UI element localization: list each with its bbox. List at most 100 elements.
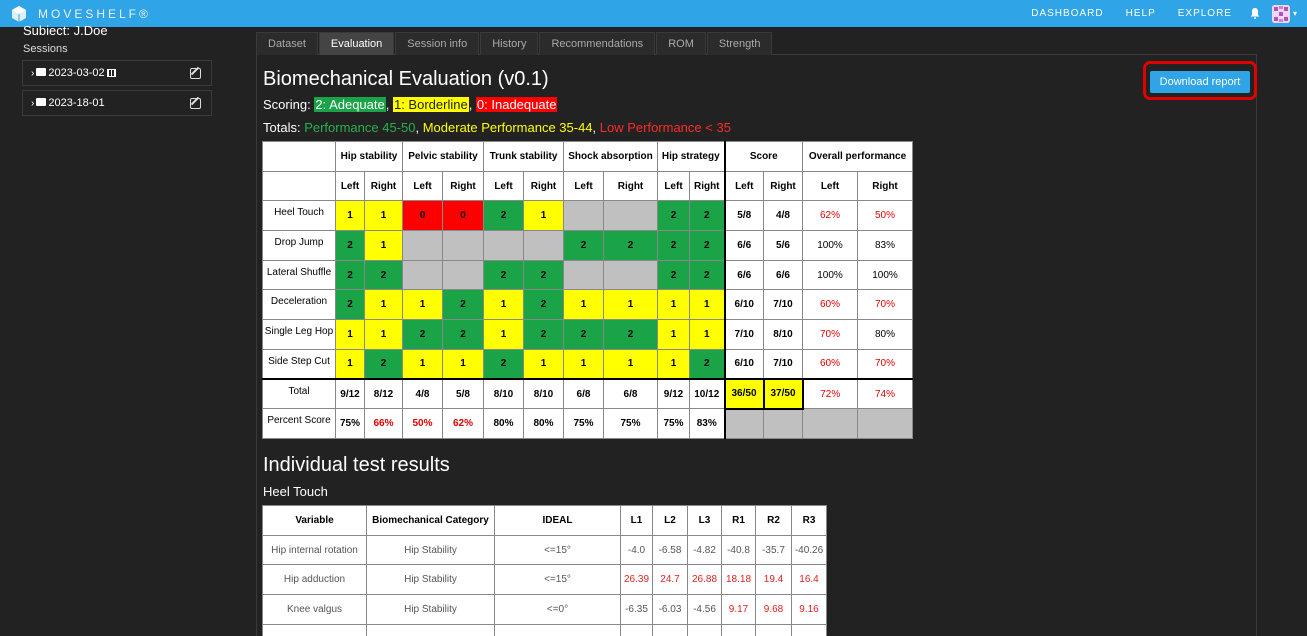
percent-cell: 75% (603, 408, 658, 439)
side-header-left: Left (402, 170, 443, 202)
score-cell (442, 259, 484, 291)
table-cell: -6.58 (652, 534, 688, 566)
score-cell: 1 (335, 319, 365, 350)
empty-cell (763, 408, 803, 439)
total-cell: 9/12 (657, 378, 690, 410)
column-header: L2 (652, 505, 688, 536)
score-cell: 2 (483, 348, 524, 380)
score-cell: 2 (442, 319, 484, 350)
test-title: Heel Touch (263, 484, 328, 499)
score-cell: 2 (483, 259, 524, 291)
session-item[interactable]: › 2023-03-02 (22, 60, 212, 86)
tab-strength[interactable]: Strength (706, 32, 773, 55)
column-header: R1 (721, 505, 756, 536)
individual-header-row: Variable Biomechanical Category IDEAL L1 L2 L… (262, 505, 827, 536)
scoring-label: Scoring: (263, 97, 311, 112)
chevron-right-icon[interactable]: › (31, 97, 35, 109)
tab-rom[interactable]: ROM (656, 32, 706, 55)
calendar-icon (106, 69, 116, 77)
table-cell: -6.35 (620, 594, 653, 625)
table-cell: -4.0 (620, 534, 653, 566)
total-cell: 8/10 (523, 378, 564, 410)
tab-history[interactable]: History (480, 32, 539, 55)
session-item[interactable]: › 2023-18-01 (22, 90, 212, 116)
score-total-cell: 6/10 (723, 289, 764, 321)
overall-cell: 70% (857, 289, 913, 321)
nav-dashboard[interactable]: DASHBOARD (1031, 8, 1104, 19)
chevron-down-icon[interactable]: ▾ (1292, 9, 1297, 18)
table-cell (687, 623, 722, 636)
table-cell: -6.03 (652, 594, 688, 625)
row-label: Total (262, 378, 336, 410)
table-cell: -35.7 (755, 534, 792, 566)
tab-evaluation[interactable]: Evaluation (318, 32, 395, 55)
chevron-right-icon[interactable]: › (31, 67, 35, 79)
score-cell: 2 (603, 319, 658, 350)
column-header: IDEAL (494, 505, 621, 536)
score-total-cell: 7/10 (763, 289, 803, 321)
edit-icon[interactable] (190, 68, 201, 79)
percent-cell: 62% (442, 408, 484, 439)
row-label: Lateral Shuffle (262, 259, 336, 291)
score-total-cell: 6/10 (723, 348, 764, 380)
group-header: Overall performance (802, 141, 913, 172)
download-report-button[interactable]: Download report (1150, 71, 1250, 93)
avatar[interactable] (1271, 4, 1290, 23)
score-total-cell: 7/10 (763, 348, 803, 380)
score-cell: 2 (523, 259, 564, 291)
bell-icon[interactable] (1250, 8, 1260, 19)
overall-cell: 74% (857, 378, 913, 410)
percent-cell: 75% (657, 408, 690, 439)
percent-cell: 75% (563, 408, 604, 439)
table-cell (721, 623, 756, 636)
score-cell: 2 (523, 319, 564, 350)
table-cell: -4.56 (687, 594, 722, 625)
brand[interactable]: MOVESHELF® (12, 5, 151, 22)
table-cell (755, 623, 792, 636)
tab-recommendations[interactable]: Recommendations (539, 32, 656, 55)
side-header-left: Left (563, 170, 604, 202)
score-cell: 2 (335, 230, 365, 261)
table-cell (791, 623, 827, 636)
table-row: Single Leg Hop 1 1 2 2 1 2 2 2 1 1 7/10 8/10 70% 80% (262, 319, 913, 350)
table-cell (652, 623, 688, 636)
subject-name: Subject: J.Doe (23, 23, 108, 35)
score-cell: 2 (563, 319, 604, 350)
table-cell: 9.68 (755, 594, 792, 625)
percent-cell: 75% (335, 408, 365, 439)
score-cell: 1 (563, 289, 604, 321)
tab-dataset[interactable]: Dataset (256, 32, 318, 55)
column-header: R2 (755, 505, 792, 536)
total-cell: 8/10 (483, 378, 524, 410)
score-cell: 2 (335, 259, 365, 291)
table-cell: Hip Stability (366, 534, 495, 566)
edit-icon[interactable] (190, 98, 201, 109)
score-cell: 2 (483, 200, 524, 232)
nav-help[interactable]: HELP (1125, 8, 1156, 19)
overall-cell: 62% (802, 200, 858, 232)
score-total-cell: 7/10 (723, 319, 764, 350)
table-row: Deceleration 2 1 1 2 1 2 1 1 1 1 6/10 7/10 60% 70% (262, 289, 913, 321)
score-cell: 2 (603, 230, 658, 261)
table-cell: Hip Stability (366, 594, 495, 625)
side-header-left: Left (657, 170, 690, 202)
table-cell: 18.18 (721, 564, 756, 596)
overall-cell: 100% (802, 259, 858, 291)
tab-session-info[interactable]: Session info (395, 32, 480, 55)
side-header-right: Right (364, 170, 403, 202)
percent-cell: 80% (523, 408, 564, 439)
download-highlight (1143, 61, 1257, 100)
table-cell: -40.26 (791, 534, 827, 566)
score-cell (563, 259, 604, 291)
scoring-inadequate: 0: Inadequate (475, 97, 558, 112)
score-cell: 1 (402, 348, 443, 380)
overall-cell: 60% (802, 289, 858, 321)
overall-cell: 60% (802, 348, 858, 380)
overall-cell: 100% (802, 230, 858, 261)
totals-performance: Performance 45-50 (304, 120, 416, 135)
row-label: Single Leg Hop (262, 319, 336, 350)
table-cell (620, 623, 653, 636)
nav-explore[interactable]: EXPLORE (1177, 8, 1232, 19)
score-cell: 1 (689, 319, 725, 350)
percent-cell: 80% (483, 408, 524, 439)
